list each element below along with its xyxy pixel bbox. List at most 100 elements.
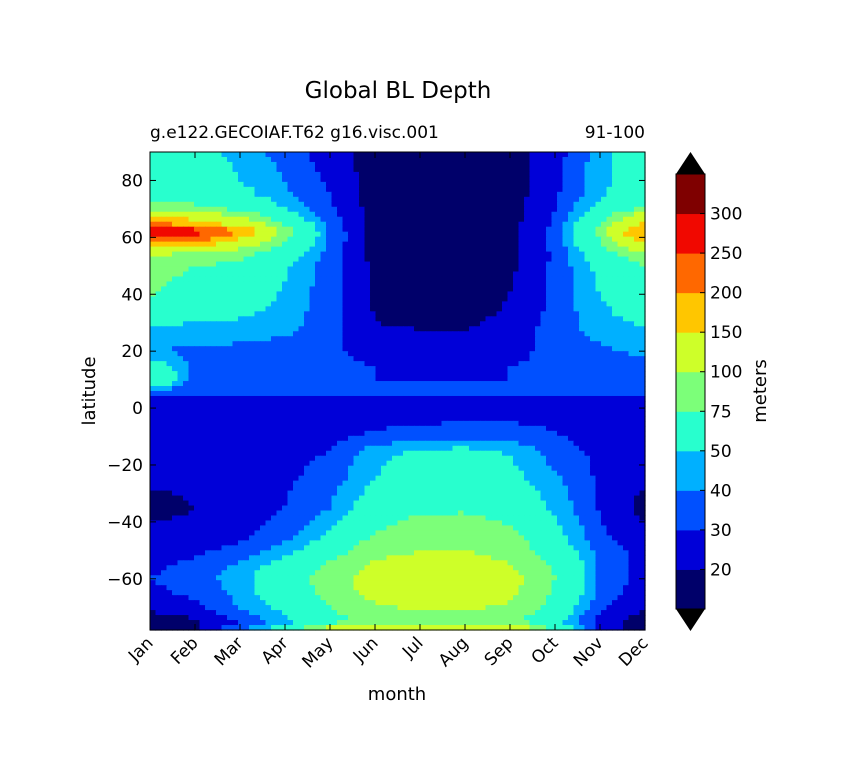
contour-cell (507, 276, 514, 283)
contour-cell (183, 331, 190, 337)
contour-cell (254, 321, 261, 327)
contour-cell (271, 425, 278, 432)
contour-cell (458, 266, 465, 273)
contour-cell (513, 226, 520, 233)
contour-cell (639, 191, 646, 198)
contour-cell (304, 236, 311, 243)
contour-cell (375, 256, 382, 263)
contour-cell (199, 395, 206, 402)
contour-cell (529, 341, 536, 347)
contour-cell (166, 381, 173, 387)
contour-cell (353, 316, 360, 322)
contour-cell (634, 341, 641, 347)
contour-cell (227, 191, 234, 198)
contour-cell (370, 226, 377, 233)
contour-cell (606, 256, 613, 263)
contour-cell (458, 216, 465, 223)
contour-cell (353, 405, 360, 412)
contour-cell (287, 206, 294, 213)
contour-cell (221, 196, 228, 203)
contour-cell (474, 361, 481, 367)
contour-cell (623, 341, 630, 347)
contour-cell (491, 226, 498, 233)
contour-cell (474, 276, 481, 283)
contour-cell (513, 381, 520, 387)
contour-cell (254, 196, 261, 203)
contour-cell (331, 211, 338, 218)
contour-cell (353, 301, 360, 307)
contour-cell (359, 286, 366, 293)
contour-cell (579, 371, 586, 377)
contour-cell (331, 405, 338, 412)
contour-cell (320, 152, 327, 158)
contour-cell (205, 301, 212, 307)
contour-cell (276, 420, 283, 427)
contour-cell (348, 346, 355, 352)
contour-cell (507, 415, 514, 422)
contour-cell (623, 331, 630, 337)
contour-cell (364, 166, 371, 173)
contour-cell (452, 361, 459, 367)
contour-cell (447, 171, 454, 178)
contour-cell (590, 156, 597, 163)
contour-cell (518, 361, 525, 367)
contour-cell (166, 226, 173, 233)
contour-cell (518, 261, 525, 268)
contour-cell (370, 241, 377, 248)
contour-cell (243, 371, 250, 377)
contour-cell (601, 400, 608, 407)
contour-cell (315, 306, 322, 312)
contour-cell (331, 161, 338, 168)
contour-cell (419, 321, 426, 327)
contour-cell (166, 206, 173, 213)
contour-cell (381, 241, 388, 248)
contour-cell (441, 152, 448, 158)
contour-cell (271, 226, 278, 233)
contour-cell (617, 400, 624, 407)
contour-cell (606, 286, 613, 293)
contour-cell (194, 281, 201, 288)
contour-cell (573, 405, 580, 412)
contour-cell (282, 196, 289, 203)
contour-cell (535, 241, 542, 248)
contour-cell (513, 410, 520, 417)
contour-cell (474, 415, 481, 422)
contour-cell (469, 251, 476, 258)
contour-cell (485, 206, 492, 213)
contour-cell (342, 371, 349, 377)
contour-cell (474, 395, 481, 402)
contour-cell (606, 361, 613, 367)
contour-cell (342, 386, 349, 392)
contour-cell (474, 241, 481, 248)
contour-cell (474, 386, 481, 392)
contour-cell (194, 291, 201, 297)
contour-cell (546, 241, 553, 248)
contour-cell (161, 291, 168, 297)
contour-cell (612, 261, 619, 268)
contour-cell (612, 376, 619, 382)
contour-cell (606, 341, 613, 347)
contour-cell (485, 231, 492, 238)
contour-cell (210, 261, 217, 268)
contour-cell (529, 156, 536, 163)
contour-cell (227, 216, 234, 223)
contour-cell (579, 410, 586, 417)
contour-cell (183, 291, 190, 297)
contour-cell (634, 211, 641, 218)
contour-cell (579, 291, 586, 297)
contour-cell (408, 376, 415, 382)
contour-cell (243, 336, 250, 342)
contour-cell (381, 306, 388, 312)
contour-cell (430, 216, 437, 223)
contour-cell (166, 326, 173, 332)
contour-cell (359, 341, 366, 347)
contour-cell (557, 271, 564, 278)
contour-cell (623, 246, 630, 253)
contour-cell (491, 196, 498, 203)
contour-cell (177, 291, 184, 297)
contour-cell (309, 201, 316, 208)
contour-cell (172, 152, 179, 158)
contour-cell (386, 326, 393, 332)
contour-cell (480, 326, 487, 332)
